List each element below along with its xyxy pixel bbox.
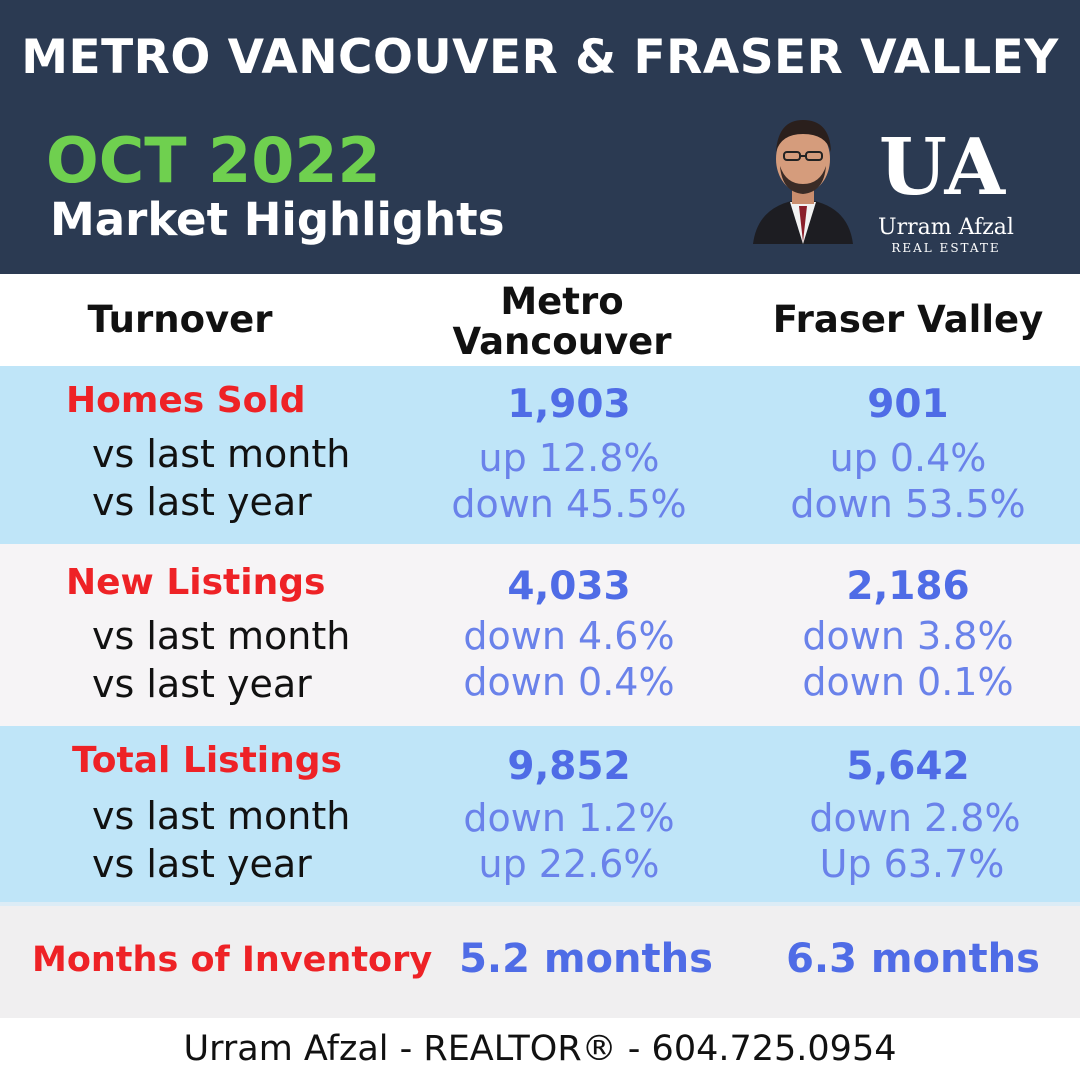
fraser-year-change: Up 63.7% <box>819 842 1005 886</box>
metro-total: 4,033 <box>507 564 631 609</box>
fraser-year-change: down 0.1% <box>802 660 1014 704</box>
row-label-month: vs last month <box>92 794 351 838</box>
header-turnover: Turnover <box>87 298 273 341</box>
section-title: New Listings <box>66 562 326 603</box>
header-metro-line2: Vancouver <box>452 320 672 363</box>
footer-contact: Urram Afzal - REALTOR® - 604.725.0954 <box>0 1018 1080 1080</box>
row-label-month: vs last month <box>92 432 351 476</box>
metro-month-change: down 4.6% <box>463 614 675 658</box>
section-title: Total Listings <box>72 740 342 781</box>
metro-year-change: down 0.4% <box>463 660 675 704</box>
section-title: Homes Sold <box>66 380 306 421</box>
fraser-year-change: down 53.5% <box>790 482 1026 526</box>
metro-year-change: up 22.6% <box>478 842 660 886</box>
fraser-total: 901 <box>867 382 949 427</box>
row-label-month: vs last month <box>92 614 351 658</box>
logo-name: Urram Afzal <box>878 215 1014 240</box>
metro-total: 1,903 <box>507 382 631 427</box>
section-total-listings: Total Listings vs last month vs last yea… <box>0 726 1080 902</box>
metro-year-change: down 45.5% <box>451 482 687 526</box>
metro-month-change: up 12.8% <box>478 436 660 480</box>
region-title: METRO VANCOUVER & FRASER VALLEY <box>21 30 1059 85</box>
inventory-title: Months of Inventory <box>32 940 433 980</box>
fraser-total: 2,186 <box>846 564 970 609</box>
brand-logo: UA Urram Afzal REAL ESTATE <box>862 112 1042 262</box>
section-inventory: Months of Inventory 5.2 months 6.3 month… <box>0 902 1080 1018</box>
section-new-listings: New Listings vs last month vs last year … <box>0 544 1080 726</box>
metro-total: 9,852 <box>507 744 631 789</box>
logo-tagline: REAL ESTATE <box>891 241 1000 255</box>
period-title: OCT 2022 <box>46 124 381 197</box>
fraser-month-change: down 3.8% <box>802 614 1014 658</box>
fraser-inventory: 6.3 months <box>786 936 1040 982</box>
header-fraser: Fraser Valley <box>772 298 1044 341</box>
fraser-month-change: up 0.4% <box>829 436 987 480</box>
header-metro-line1: Metro <box>500 280 624 323</box>
row-label-year: vs last year <box>92 662 312 706</box>
subtitle: Market Highlights <box>50 193 505 246</box>
metro-inventory: 5.2 months <box>459 936 713 982</box>
metro-month-change: down 1.2% <box>463 796 675 840</box>
column-headers: Turnover Metro Vancouver Fraser Valley <box>0 278 1080 366</box>
row-label-year: vs last year <box>92 842 312 886</box>
row-label-year: vs last year <box>92 480 312 524</box>
agent-portrait <box>748 104 858 244</box>
fraser-month-change: down 2.8% <box>809 796 1021 840</box>
section-homes-sold: Homes Sold vs last month vs last year 1,… <box>0 366 1080 544</box>
fraser-total: 5,642 <box>846 744 970 789</box>
logo-monogram: UA <box>879 122 1007 213</box>
header-banner: METRO VANCOUVER & FRASER VALLEY OCT 2022… <box>0 0 1080 278</box>
